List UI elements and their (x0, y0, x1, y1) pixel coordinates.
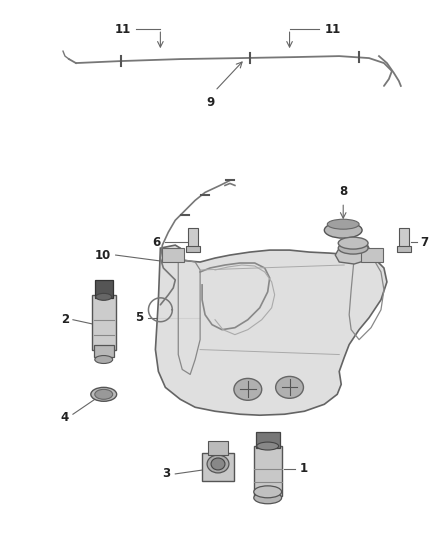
Bar (186, 246, 200, 252)
Polygon shape (155, 245, 387, 415)
Bar (94, 345, 114, 357)
Ellipse shape (338, 237, 368, 249)
Text: 3: 3 (162, 467, 170, 480)
Bar (202, 453, 234, 481)
Text: 10: 10 (95, 248, 111, 262)
Text: 1: 1 (300, 463, 307, 475)
Ellipse shape (95, 389, 113, 399)
Bar (361, 248, 383, 262)
Ellipse shape (324, 222, 362, 238)
Bar (254, 446, 282, 496)
Text: 2: 2 (61, 313, 69, 326)
Ellipse shape (338, 242, 368, 254)
Text: 6: 6 (152, 236, 160, 248)
Ellipse shape (276, 376, 304, 398)
Polygon shape (335, 242, 371, 264)
Ellipse shape (91, 387, 117, 401)
Text: 9: 9 (206, 96, 214, 109)
Bar (95, 280, 113, 298)
Bar (162, 248, 184, 262)
Bar (399, 228, 409, 248)
Text: 7: 7 (421, 236, 429, 248)
Ellipse shape (327, 219, 359, 229)
Ellipse shape (254, 492, 282, 504)
Text: 11: 11 (324, 23, 341, 36)
Bar (208, 441, 228, 455)
Text: 5: 5 (135, 311, 144, 324)
Ellipse shape (257, 442, 279, 450)
Ellipse shape (234, 378, 262, 400)
Ellipse shape (207, 455, 229, 473)
Bar (256, 432, 279, 448)
Text: 8: 8 (339, 185, 347, 198)
Bar (397, 246, 411, 252)
Ellipse shape (96, 293, 112, 300)
Bar (92, 295, 116, 350)
Ellipse shape (95, 356, 113, 364)
Text: 11: 11 (114, 23, 131, 36)
Text: 4: 4 (61, 411, 69, 424)
Bar (188, 228, 198, 248)
Ellipse shape (211, 458, 225, 470)
Ellipse shape (254, 486, 282, 498)
